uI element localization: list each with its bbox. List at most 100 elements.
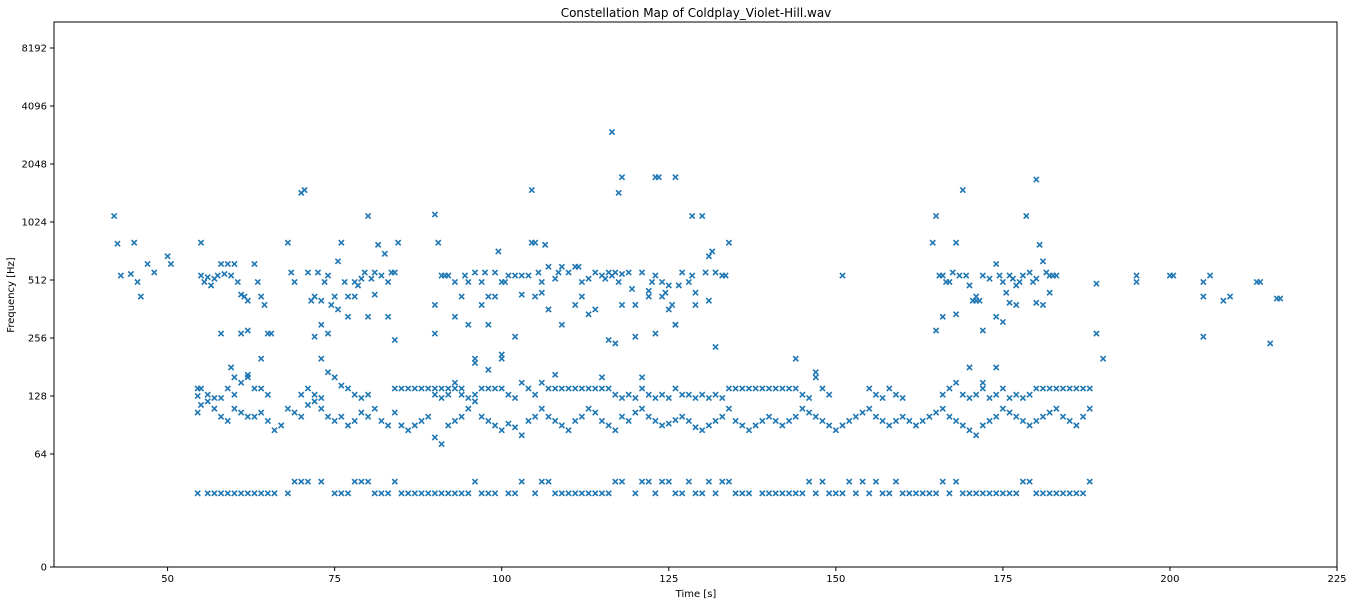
data-point-marker [214, 272, 221, 279]
data-point-marker [458, 391, 465, 398]
data-point-marker [692, 424, 699, 431]
data-point-marker [231, 490, 238, 497]
data-point-marker [618, 173, 626, 181]
data-point-marker [351, 391, 358, 398]
data-point-marker [538, 289, 545, 296]
data-point-marker [1066, 417, 1073, 425]
data-point-marker [1013, 301, 1020, 309]
data-point-marker [257, 385, 265, 392]
data-point-marker [1006, 299, 1013, 306]
data-point-marker [1170, 272, 1177, 279]
data-point-marker [1093, 330, 1100, 337]
data-point-marker [465, 394, 472, 402]
data-point-marker [886, 490, 893, 497]
chart-title: Constellation Map of Coldplay_Violet-Hil… [561, 6, 832, 20]
data-point-marker [592, 490, 599, 497]
data-point-marker [575, 263, 582, 270]
data-point-marker [471, 391, 479, 398]
data-point-marker [692, 289, 699, 296]
data-point-marker [899, 490, 906, 497]
data-point-marker [846, 478, 853, 485]
data-point-marker [872, 413, 880, 420]
data-point-marker [972, 297, 980, 304]
data-point-marker [1066, 385, 1073, 392]
data-point-marker [759, 385, 766, 392]
data-point-marker [231, 374, 238, 381]
data-point-marker [765, 413, 773, 420]
data-point-marker [384, 313, 392, 320]
data-point-marker [765, 490, 773, 497]
data-point-marker [291, 409, 298, 416]
data-point-marker [197, 385, 205, 392]
data-point-marker [351, 417, 358, 425]
data-point-marker [221, 270, 228, 278]
data-point-marker [207, 282, 215, 289]
data-point-marker [211, 490, 218, 497]
data-point-marker [612, 340, 619, 347]
data-point-marker [979, 385, 987, 392]
data-point-marker [318, 405, 325, 412]
data-point-marker [879, 490, 886, 497]
data-point-marker [311, 398, 318, 405]
data-point-marker [291, 278, 298, 286]
data-point-marker [478, 490, 485, 497]
data-point-marker [334, 306, 342, 313]
data-point-marker [996, 272, 1003, 279]
data-point-marker [732, 490, 739, 497]
data-point-marker [324, 413, 332, 420]
data-point-marker [598, 374, 606, 381]
data-point-marker [361, 269, 368, 276]
data-point-marker [585, 311, 592, 318]
data-point-marker [1039, 490, 1047, 497]
data-point-marker [1099, 355, 1107, 362]
data-point-marker [438, 385, 445, 392]
data-point-marker [1200, 278, 1207, 286]
data-point-marker [545, 263, 552, 270]
data-point-marker [451, 379, 459, 386]
data-point-marker [1026, 269, 1033, 276]
data-point-marker [608, 128, 616, 136]
data-point-marker [344, 422, 352, 429]
data-point-marker [391, 269, 398, 276]
data-point-marker [772, 417, 779, 425]
data-point-marker [999, 385, 1007, 392]
data-point-marker [217, 394, 225, 402]
data-point-marker [1019, 272, 1027, 279]
data-point-marker [1003, 289, 1010, 296]
data-point-marker [993, 260, 1000, 268]
data-point-marker [1019, 394, 1027, 402]
x-tick-label: 75 [328, 574, 341, 585]
data-point-marker [491, 490, 499, 497]
data-point-marker [719, 394, 726, 402]
data-point-marker [471, 359, 479, 367]
y-tick-label: 256 [28, 334, 47, 345]
data-point-marker [257, 409, 265, 416]
data-point-marker [678, 391, 686, 398]
data-point-marker [799, 490, 806, 497]
data-point-marker [672, 490, 679, 497]
y-tick-label: 0 [41, 563, 47, 574]
data-point-marker [972, 490, 980, 497]
data-point-marker [792, 413, 799, 420]
y-tick-label: 128 [28, 392, 47, 403]
data-point-marker [919, 417, 926, 425]
data-point-marker [1046, 409, 1053, 416]
data-point-marker [652, 394, 659, 402]
data-point-marker [799, 391, 806, 398]
data-point-marker [318, 355, 325, 362]
data-point-marker [418, 385, 425, 392]
data-point-marker [1006, 490, 1013, 497]
data-point-marker [431, 330, 439, 337]
data-point-marker [1046, 490, 1053, 497]
data-point-marker [558, 263, 566, 270]
data-point-marker [525, 417, 532, 425]
data-point-marker [338, 382, 345, 389]
data-point-marker [334, 258, 342, 265]
data-point-marker [197, 401, 205, 409]
data-point-marker [732, 417, 739, 425]
data-point-marker [852, 413, 860, 420]
data-point-marker [1226, 293, 1234, 300]
data-point-marker [832, 427, 839, 434]
data-point-marker [1026, 478, 1033, 485]
